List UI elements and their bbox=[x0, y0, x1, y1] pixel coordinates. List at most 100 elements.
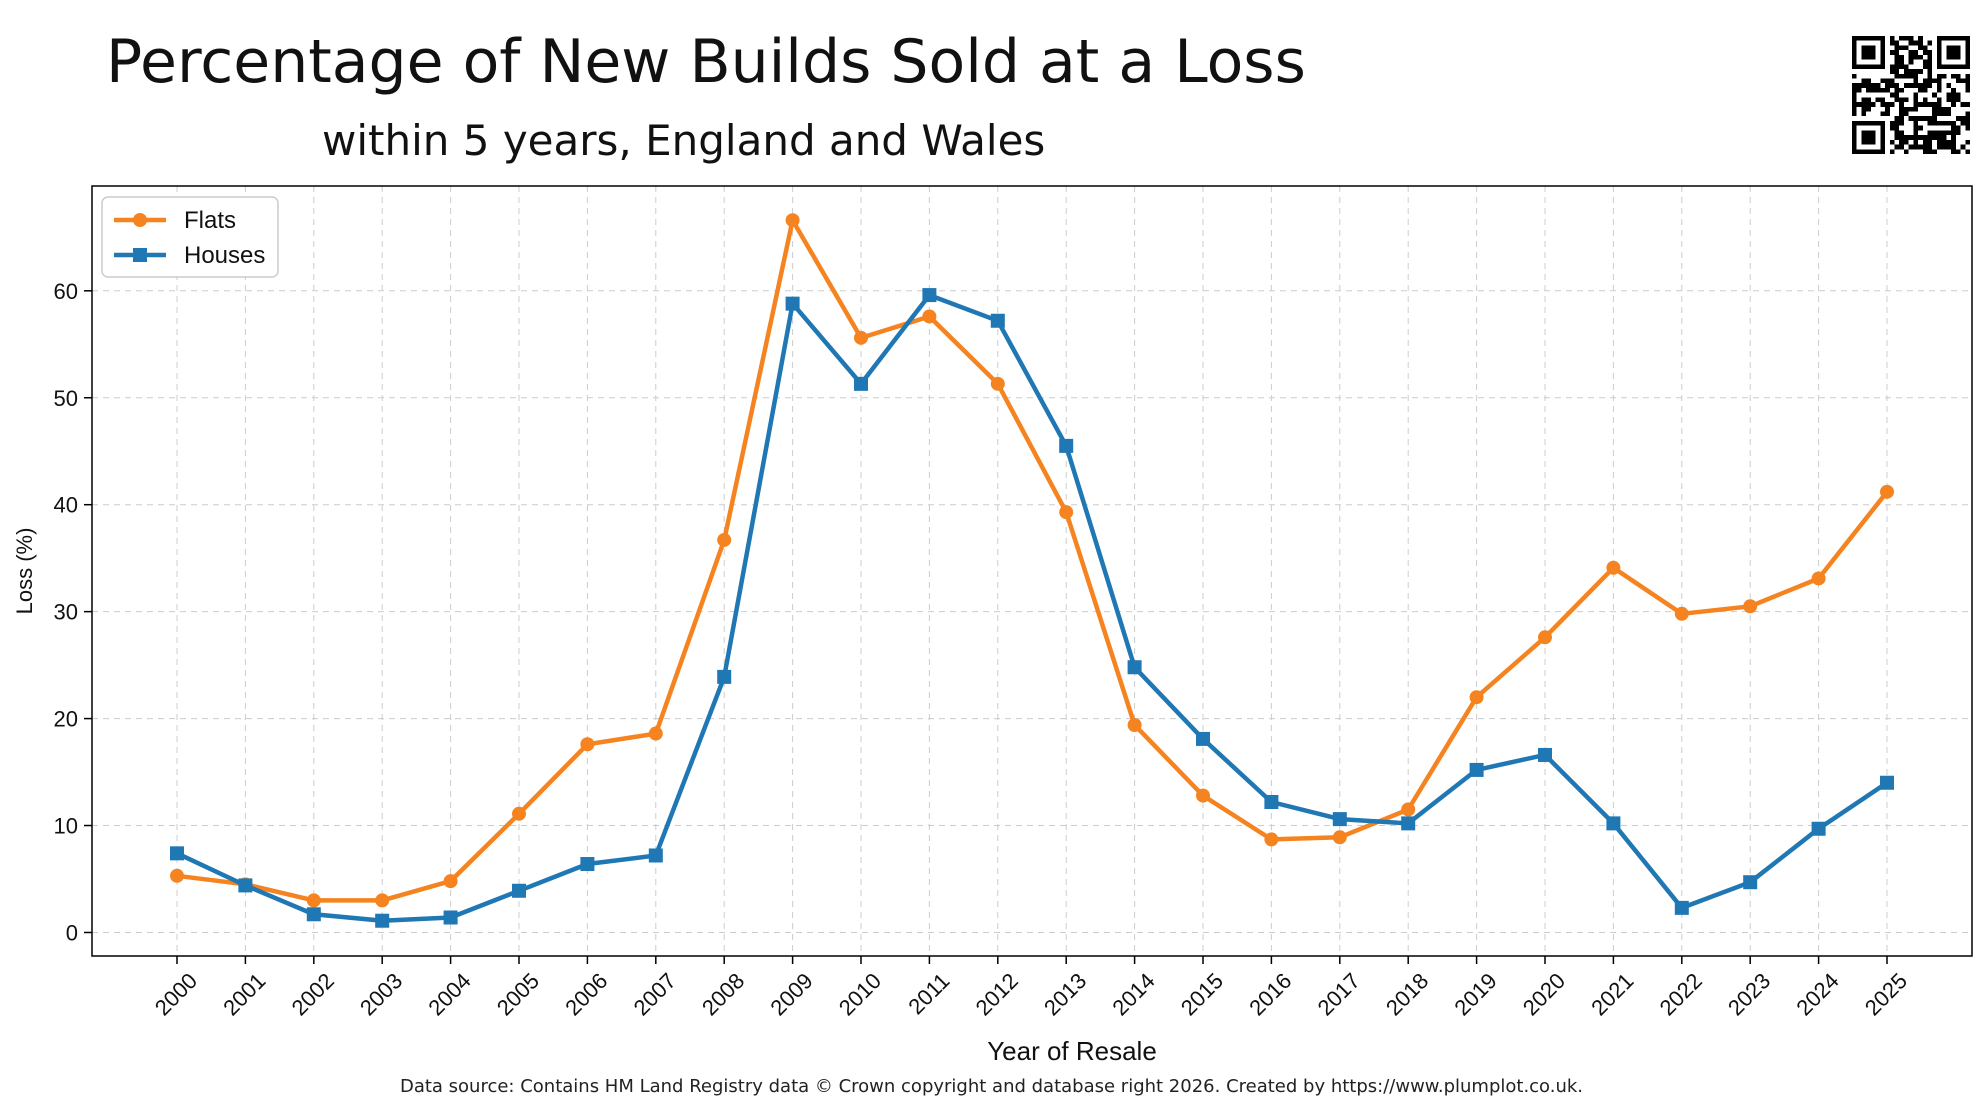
qr-module bbox=[1922, 50, 1928, 55]
qr-module bbox=[1927, 149, 1933, 154]
x-tick-label: 2019 bbox=[1449, 968, 1501, 1020]
x-tick-label: 2022 bbox=[1655, 968, 1707, 1020]
flats-data-point bbox=[1196, 788, 1210, 803]
qr-module bbox=[1927, 64, 1933, 70]
chart-subtitle: within 5 years, England and Wales bbox=[322, 116, 1046, 165]
qr-module bbox=[1941, 73, 1947, 79]
qr-module bbox=[1894, 92, 1900, 98]
qr-module bbox=[1889, 40, 1895, 46]
qr-module bbox=[1852, 83, 1857, 88]
qr-module bbox=[1918, 83, 1923, 88]
qr-module bbox=[1913, 135, 1919, 140]
qr-module bbox=[1861, 97, 1867, 103]
qr-module bbox=[1899, 59, 1904, 65]
qr-module bbox=[1913, 40, 1919, 46]
qr-module bbox=[1918, 116, 1923, 121]
houses-data-point bbox=[238, 878, 253, 893]
qr-module bbox=[1903, 111, 1909, 117]
qr-module bbox=[1965, 149, 1970, 154]
flats-data-point bbox=[512, 806, 526, 821]
qr-module bbox=[1922, 144, 1928, 150]
qr-module bbox=[1922, 116, 1928, 121]
qr-module bbox=[1951, 139, 1956, 145]
qr-module bbox=[1951, 92, 1956, 98]
houses-data-point bbox=[1880, 775, 1894, 790]
qr-module bbox=[1927, 69, 1933, 74]
qr-module bbox=[1908, 135, 1914, 140]
qr-module bbox=[1889, 83, 1895, 88]
houses-data-point bbox=[854, 376, 868, 391]
qr-module bbox=[1955, 78, 1961, 84]
qr-module bbox=[1903, 135, 1909, 140]
flats-data-point bbox=[1606, 560, 1621, 575]
houses-data-point bbox=[1196, 731, 1210, 746]
qr-module bbox=[1913, 120, 1919, 126]
flats-data-point bbox=[1811, 571, 1826, 586]
qr-module bbox=[1899, 144, 1904, 150]
qr-module bbox=[1856, 83, 1862, 88]
houses-data-point bbox=[717, 669, 732, 684]
houses-data-point bbox=[1811, 821, 1826, 836]
qr-module bbox=[1908, 59, 1914, 65]
qr-module bbox=[1951, 73, 1956, 79]
qr-module bbox=[1866, 78, 1871, 84]
qr-module bbox=[1903, 69, 1909, 74]
qr-module bbox=[1889, 102, 1895, 107]
qr-module bbox=[1894, 87, 1900, 93]
qr-module bbox=[1861, 111, 1867, 117]
qr-module bbox=[1927, 139, 1933, 145]
qr-module bbox=[1922, 64, 1928, 70]
qr-module bbox=[1922, 59, 1928, 65]
flats-data-point bbox=[922, 309, 937, 324]
qr-module bbox=[1946, 130, 1952, 136]
houses-data-point bbox=[990, 313, 1005, 328]
qr-module bbox=[1955, 92, 1961, 98]
qr-module bbox=[1936, 139, 1942, 145]
qr-module bbox=[1955, 149, 1961, 154]
qr-module bbox=[1908, 54, 1914, 60]
legend-marker-flats bbox=[133, 213, 147, 227]
qr-module bbox=[1903, 106, 1909, 112]
qr-module bbox=[1852, 87, 1857, 93]
qr-module bbox=[1951, 135, 1956, 140]
qr-module bbox=[1927, 102, 1933, 107]
flats-data-point bbox=[375, 893, 390, 908]
qr-module bbox=[1894, 120, 1900, 126]
qr-module bbox=[1955, 125, 1961, 131]
qr-module bbox=[1889, 64, 1895, 70]
qr-module bbox=[1852, 106, 1857, 112]
qr-code-icon bbox=[1852, 36, 1970, 154]
qr-module bbox=[1913, 130, 1919, 136]
qr-module bbox=[1908, 50, 1914, 55]
qr-module bbox=[1856, 87, 1862, 93]
qr-module bbox=[1903, 149, 1909, 154]
qr-module bbox=[1936, 111, 1942, 117]
data-source-footer: Data source: Contains HM Land Registry d… bbox=[399, 1076, 1584, 1097]
qr-module bbox=[1918, 102, 1923, 107]
houses-data-point bbox=[1264, 795, 1279, 809]
qr-module bbox=[1932, 130, 1937, 136]
flats-data-point bbox=[306, 893, 321, 908]
qr-module bbox=[1866, 87, 1871, 93]
qr-module bbox=[1941, 139, 1947, 145]
qr-module bbox=[1894, 135, 1900, 140]
qr-module bbox=[1918, 69, 1923, 74]
x-tick-label: 2020 bbox=[1518, 968, 1570, 1020]
x-tick-label: 2000 bbox=[150, 968, 202, 1020]
qr-module bbox=[1927, 144, 1933, 150]
qr-module bbox=[1965, 78, 1970, 84]
y-tick-label: 30 bbox=[54, 600, 78, 625]
qr-module bbox=[1894, 54, 1900, 60]
x-tick-label: 2003 bbox=[355, 968, 407, 1020]
flats-data-point bbox=[785, 213, 800, 228]
qr-module bbox=[1875, 87, 1881, 93]
qr-module bbox=[1889, 149, 1895, 154]
qr-module bbox=[1932, 149, 1937, 154]
qr-module bbox=[1908, 69, 1914, 74]
qr-module bbox=[1927, 120, 1933, 126]
qr-module bbox=[1951, 97, 1956, 103]
qr-module bbox=[1951, 144, 1956, 150]
qr-module bbox=[1913, 69, 1919, 74]
qr-module bbox=[1955, 97, 1961, 103]
qr-module bbox=[1899, 36, 1904, 41]
